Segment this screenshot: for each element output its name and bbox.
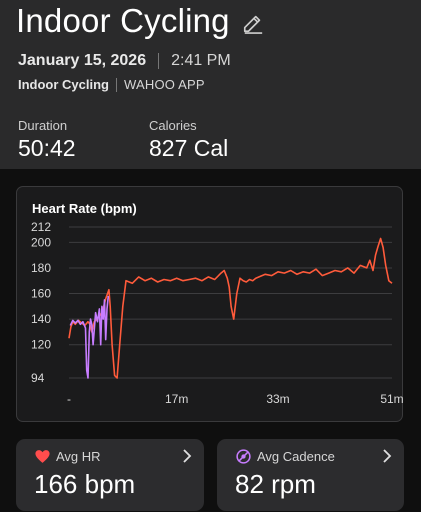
y-tick-label: 140 bbox=[31, 312, 51, 326]
avg-hr-value: 166 bpm bbox=[34, 469, 136, 499]
chart-title: Heart Rate (bpm) bbox=[32, 201, 137, 216]
cadence-icon bbox=[236, 449, 251, 464]
calories-value: 827 Cal bbox=[149, 135, 229, 161]
y-tick-label: 212 bbox=[31, 220, 51, 234]
x-tick-label: 17m bbox=[165, 392, 188, 406]
duration-label: Duration bbox=[18, 118, 68, 133]
avg-hr-label: Avg HR bbox=[56, 449, 101, 464]
duration-value: 50:42 bbox=[18, 135, 76, 161]
chevron-right-icon bbox=[183, 449, 192, 463]
calories-stat: Calories 827 Cal bbox=[149, 118, 228, 162]
activity-type: Indoor Cycling bbox=[18, 77, 109, 92]
x-tick-label: - bbox=[67, 392, 71, 406]
workout-header: Indoor Cycling January 15, 2026 2:41 PM … bbox=[0, 0, 421, 169]
avg-cadence-card[interactable]: Avg Cadence 82 rpm bbox=[217, 439, 404, 511]
x-tick-label: 33m bbox=[266, 392, 289, 406]
calories-label: Calories bbox=[149, 118, 197, 133]
workout-time: 2:41 PM bbox=[171, 52, 231, 69]
workout-title: Indoor Cycling bbox=[16, 2, 230, 39]
divider bbox=[158, 53, 160, 69]
chevron-right-icon bbox=[383, 449, 392, 463]
source-app: WAHOO APP bbox=[124, 77, 205, 92]
date-row: January 15, 2026 2:41 PM bbox=[18, 52, 231, 70]
y-tick-label: 94 bbox=[31, 371, 45, 385]
workout-date: January 15, 2026 bbox=[18, 52, 147, 69]
title-row: Indoor Cycling bbox=[16, 2, 264, 40]
y-tick-label: 180 bbox=[31, 261, 51, 275]
heart-rate-chart-card[interactable]: 94 120 140 160 180 200 212 - 17m 33m 51m Heart Rat… bbox=[16, 186, 404, 422]
y-tick-label: 160 bbox=[31, 287, 51, 301]
duration-stat: Duration 50:42 bbox=[18, 118, 76, 162]
source-row: Indoor Cycling WAHOO APP bbox=[18, 77, 205, 92]
heart-icon bbox=[35, 450, 50, 463]
y-tick-label: 200 bbox=[31, 235, 51, 249]
pencil-icon[interactable] bbox=[242, 12, 264, 34]
x-tick-label: 51m bbox=[380, 392, 403, 406]
avg-cadence-value: 82 rpm bbox=[235, 469, 316, 499]
heart-rate-series-line bbox=[68, 237, 393, 379]
avg-hr-card[interactable]: Avg HR 166 bpm bbox=[16, 439, 204, 511]
y-tick-label: 120 bbox=[31, 338, 51, 352]
divider bbox=[116, 77, 117, 92]
avg-cadence-label: Avg Cadence bbox=[257, 449, 335, 464]
cadence-overlay-line bbox=[69, 296, 110, 379]
